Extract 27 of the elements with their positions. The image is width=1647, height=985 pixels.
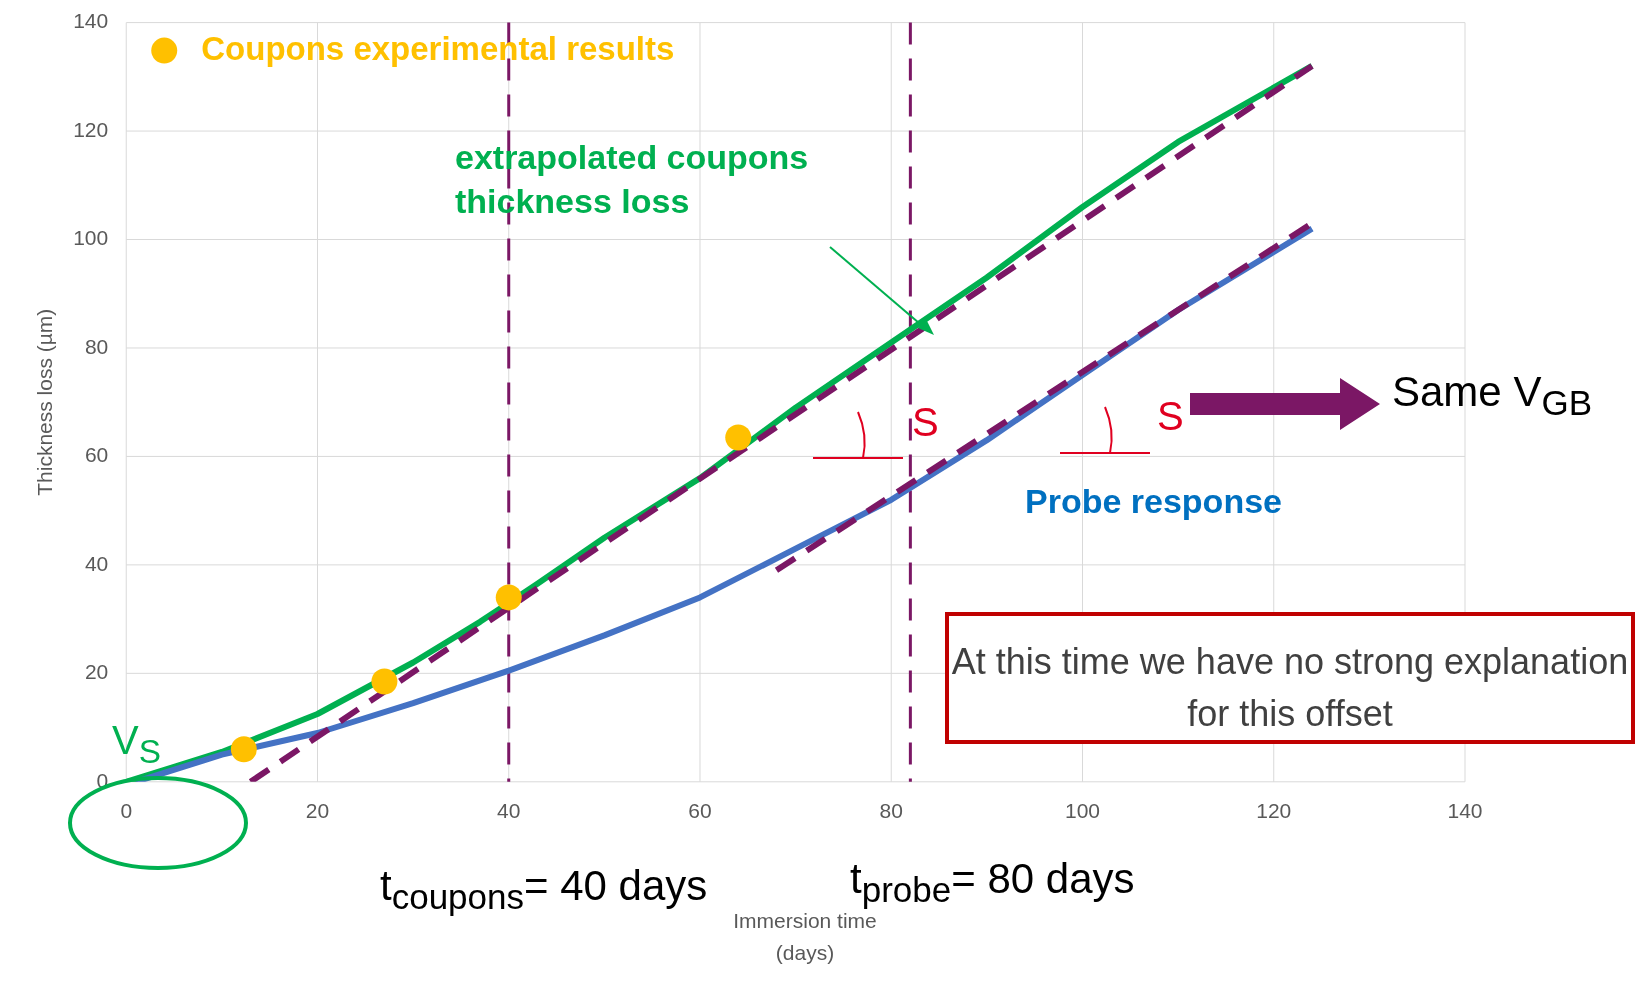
annotation: At this time we have no strong explanation for this offset — [945, 612, 1635, 744]
annotation: V$_{S}$ — [112, 718, 161, 771]
annotation: S — [912, 400, 939, 445]
x-tick-label: 100 — [1064, 799, 1101, 823]
annotation: extrapolated coupons thickness loss — [455, 137, 810, 222]
annotation: S — [1157, 394, 1184, 439]
y-tick-label: 60 — [84, 443, 109, 467]
x-tick-label: 140 — [1447, 799, 1483, 823]
x-tick-label: 40 — [497, 799, 521, 823]
text: t$_{probe}$= 80 days — [850, 855, 1135, 911]
y-tick-label: 140 — [73, 9, 109, 33]
x-axis-title: Immersion time (days) — [732, 909, 878, 966]
x-tick-label: 120 — [1256, 799, 1292, 823]
x-tick-label: 0 — [120, 799, 133, 823]
annotation: Same V$_{GB}$ — [1392, 368, 1592, 424]
x-tick-label: 20 — [305, 799, 330, 823]
legend-label: Coupons experimental results — [201, 29, 675, 67]
y-tick-label: 40 — [84, 551, 109, 575]
y-axis-title: Thickness loss (µm) — [33, 308, 57, 496]
y-tick-label: 80 — [84, 334, 109, 358]
y-tick-label: 120 — [73, 117, 109, 141]
annotation: Probe response — [1025, 482, 1282, 521]
x-tick-label: 80 — [879, 799, 903, 823]
y-tick-label: 100 — [73, 226, 109, 250]
text: t$_{coupons}$= 40 days — [380, 862, 708, 918]
x-tick-label: 60 — [688, 799, 712, 823]
y-tick-label: 20 — [84, 660, 109, 684]
